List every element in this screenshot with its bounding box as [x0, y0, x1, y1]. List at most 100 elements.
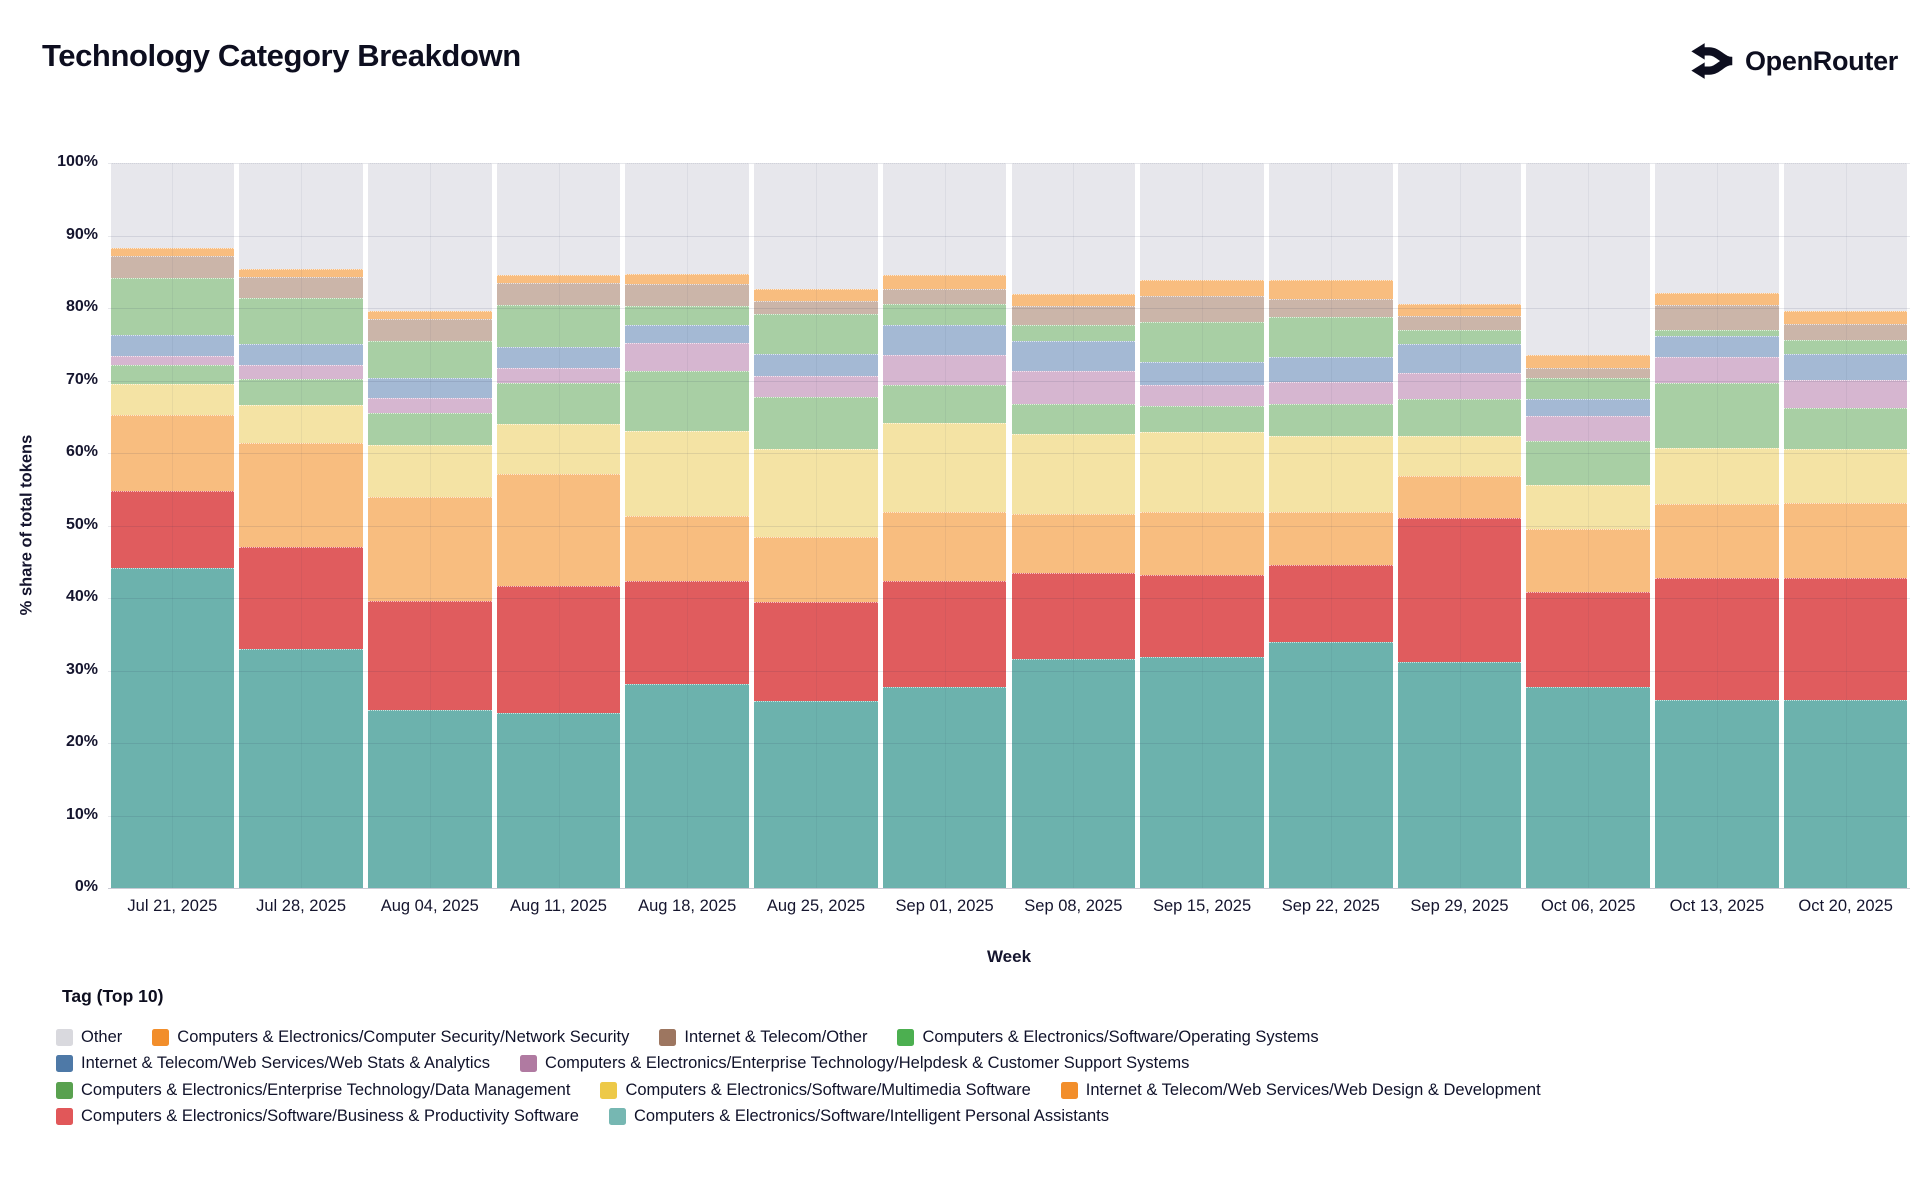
bar-segment[interactable] — [1526, 398, 1651, 417]
bar-segment[interactable] — [1783, 324, 1908, 340]
bar-segment[interactable] — [882, 324, 1007, 356]
legend-item[interactable]: Computers & Electronics/Enterprise Techn… — [56, 1081, 570, 1100]
bar-segment[interactable] — [1397, 163, 1522, 304]
bar-segment[interactable] — [1140, 163, 1264, 280]
bar-segment[interactable] — [239, 442, 363, 548]
bar-segment[interactable] — [1397, 372, 1522, 399]
bar-segment[interactable] — [239, 163, 363, 269]
bar-segment[interactable] — [1655, 305, 1779, 330]
bar-segment[interactable] — [754, 163, 878, 290]
bar-segment[interactable] — [625, 581, 750, 685]
bar-segment[interactable] — [1011, 403, 1136, 435]
bar-segment[interactable] — [239, 344, 363, 365]
bar-segment[interactable] — [625, 342, 750, 372]
bar-segment[interactable] — [367, 341, 492, 378]
bar-segment[interactable] — [239, 547, 363, 650]
bar-segment[interactable] — [367, 445, 492, 498]
legend-item[interactable]: Computers & Electronics/Software/Intelli… — [608, 1107, 1109, 1126]
bar-segment[interactable] — [1783, 577, 1908, 700]
bar-segment[interactable] — [1268, 280, 1393, 299]
bar-segment[interactable] — [1268, 511, 1393, 566]
bar-segment[interactable] — [625, 163, 750, 274]
bar-segment[interactable] — [496, 283, 621, 306]
bar-segment[interactable] — [1011, 324, 1136, 341]
bar-segment[interactable] — [367, 397, 492, 414]
bar-segment[interactable] — [1397, 303, 1522, 317]
bar-segment[interactable] — [882, 384, 1007, 423]
bar-segment[interactable] — [367, 497, 492, 601]
bar-segment[interactable] — [110, 384, 235, 416]
bar-segment[interactable] — [496, 382, 621, 425]
bar-segment[interactable] — [1140, 361, 1264, 385]
bar-segment[interactable] — [754, 376, 878, 398]
bar-segment[interactable] — [1655, 578, 1779, 700]
bar-segment[interactable] — [625, 516, 750, 582]
bar-segment[interactable] — [1526, 416, 1651, 441]
bar-segment[interactable] — [754, 700, 878, 888]
bar-segment[interactable] — [882, 275, 1007, 290]
bar-segment[interactable] — [1397, 517, 1522, 662]
bar-segment[interactable] — [239, 276, 363, 298]
bar-segment[interactable] — [625, 284, 750, 306]
bar-segment[interactable] — [110, 355, 235, 366]
bar-segment[interactable] — [110, 415, 235, 492]
bar-segment[interactable] — [1397, 316, 1522, 330]
legend-item[interactable]: Internet & Telecom/Web Services/Web Desi… — [1060, 1081, 1541, 1100]
bar-segment[interactable] — [1011, 294, 1136, 306]
bar-segment[interactable] — [754, 289, 878, 301]
bar-segment[interactable] — [367, 163, 492, 311]
bar-segment[interactable] — [1526, 529, 1651, 593]
bar-segment[interactable] — [110, 491, 235, 568]
bar-segment[interactable] — [1011, 572, 1136, 659]
bar-segment[interactable] — [882, 687, 1007, 888]
bar-segment[interactable] — [1655, 292, 1779, 306]
bar-segment[interactable] — [1526, 592, 1651, 688]
bar-segment[interactable] — [1526, 687, 1651, 888]
bar-segment[interactable] — [1526, 367, 1651, 379]
bar-segment[interactable] — [1783, 449, 1908, 504]
bar-segment[interactable] — [1655, 356, 1779, 384]
bar-segment[interactable] — [1268, 436, 1393, 512]
legend-item[interactable]: Other — [56, 1028, 122, 1047]
bar-segment[interactable] — [367, 318, 492, 342]
bar-segment[interactable] — [625, 324, 750, 343]
bar-segment[interactable] — [367, 310, 492, 319]
bar-segment[interactable] — [1268, 381, 1393, 404]
bar-segment[interactable] — [882, 511, 1007, 582]
bar-segment[interactable] — [1397, 329, 1522, 345]
bar-segment[interactable] — [1526, 163, 1651, 356]
bar-segment[interactable] — [1140, 279, 1264, 297]
bar-segment[interactable] — [239, 379, 363, 406]
bar-segment[interactable] — [1397, 435, 1522, 476]
bar-segment[interactable] — [625, 430, 750, 517]
legend-item[interactable]: Computers & Electronics/Software/Busines… — [56, 1107, 579, 1126]
bar-segment[interactable] — [1655, 447, 1779, 504]
legend-item[interactable]: Computers & Electronics/Enterprise Techn… — [520, 1054, 1189, 1073]
bar-segment[interactable] — [1140, 296, 1264, 322]
bar-segment[interactable] — [1783, 310, 1908, 324]
bar-segment[interactable] — [110, 255, 235, 278]
bar-segment[interactable] — [1397, 661, 1522, 888]
bar-segment[interactable] — [110, 163, 235, 248]
bar-segment[interactable] — [1526, 355, 1651, 368]
bar-segment[interactable] — [754, 353, 878, 377]
bar-segment[interactable] — [1783, 503, 1908, 578]
bar-segment[interactable] — [1140, 511, 1264, 575]
bar-segment[interactable] — [1783, 699, 1908, 888]
bar-segment[interactable] — [1655, 336, 1779, 357]
bar-segment[interactable] — [1655, 329, 1779, 337]
bar-segment[interactable] — [1011, 658, 1136, 888]
bar-segment[interactable] — [754, 448, 878, 538]
bar-segment[interactable] — [1011, 163, 1136, 295]
bar-segment[interactable] — [882, 581, 1007, 688]
bar-segment[interactable] — [239, 297, 363, 345]
bar-segment[interactable] — [1268, 565, 1393, 642]
bar-segment[interactable] — [882, 163, 1007, 276]
bar-segment[interactable] — [1011, 434, 1136, 514]
bar-segment[interactable] — [754, 397, 878, 449]
bar-segment[interactable] — [1140, 656, 1264, 888]
bar-segment[interactable] — [1526, 440, 1651, 485]
bar-segment[interactable] — [496, 305, 621, 348]
bar-segment[interactable] — [367, 709, 492, 888]
bar-segment[interactable] — [1011, 371, 1136, 404]
